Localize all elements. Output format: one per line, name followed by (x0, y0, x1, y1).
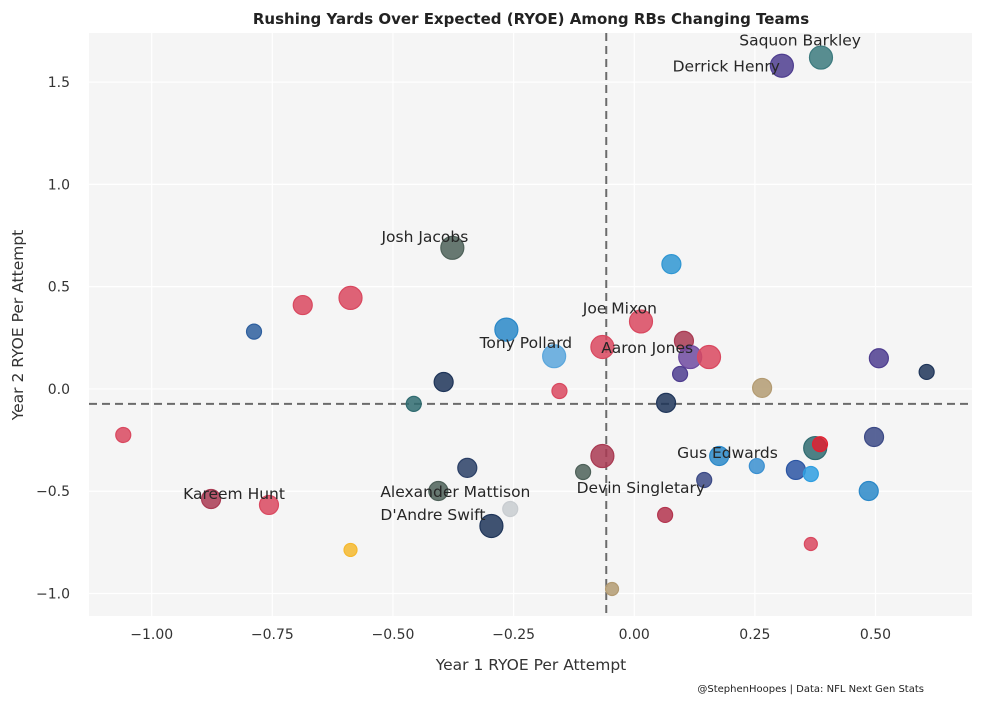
x-tick-label: −0.25 (492, 627, 535, 643)
data-point (433, 371, 454, 393)
point-label: Kareem Hunt (183, 485, 285, 503)
data-point (863, 426, 885, 448)
point-label: Derrick Henry (673, 58, 780, 76)
data-point (604, 581, 620, 597)
data-point (405, 395, 422, 412)
point-label: D'Andre Swift (380, 506, 485, 524)
data-point (457, 457, 478, 478)
data-point (440, 235, 465, 260)
point-label: Josh Jacobs (380, 228, 468, 246)
x-tick-label: 0.50 (860, 627, 891, 643)
x-tick-label: −0.50 (372, 627, 415, 643)
data-point (479, 513, 504, 539)
data-point (696, 471, 713, 489)
credit-text: @StephenHoopes | Data: NFL Next Gen Stat… (697, 684, 924, 695)
data-point (115, 426, 132, 444)
data-point (785, 459, 806, 481)
data-point (200, 488, 222, 510)
data-point (802, 465, 819, 483)
data-point (551, 382, 568, 400)
x-tick-label: 0.25 (739, 627, 770, 643)
data-point (502, 500, 519, 518)
data-point (590, 334, 615, 360)
data-point (628, 309, 654, 334)
point-label: Joe Mixon (582, 299, 657, 317)
reference-lines (89, 33, 972, 616)
data-point (918, 363, 935, 381)
data-point (769, 53, 794, 78)
data-point (292, 294, 313, 316)
point-label: Devin Singletary (577, 479, 705, 497)
x-tick-label: −0.75 (251, 627, 294, 643)
data-points (115, 45, 935, 597)
data-point (661, 254, 682, 275)
point-label: Aaron Jones (601, 339, 693, 357)
point-label: Alexander Mattison (380, 483, 530, 501)
x-tick-label: −1.00 (130, 627, 173, 643)
data-point (671, 365, 689, 383)
data-point (590, 443, 615, 469)
data-point (748, 457, 765, 475)
y-tick-labels: −1.0 −0.5 0.0 0.5 1.0 1.5 (36, 75, 70, 602)
x-axis-label: Year 1 RYOE Per Attempt (435, 656, 627, 674)
y-axis-label: Year 2 RYOE Per Attempt (9, 230, 27, 422)
plot-area (89, 33, 972, 616)
data-point (868, 348, 889, 369)
y-tick-label: 1.0 (48, 177, 70, 193)
data-point (803, 536, 818, 552)
data-point (808, 45, 834, 70)
y-tick-label: −1.0 (36, 586, 70, 602)
y-tick-label: 1.5 (48, 75, 70, 91)
data-point (858, 480, 879, 502)
data-point (574, 463, 592, 481)
data-point (338, 285, 363, 311)
data-point (245, 323, 263, 340)
point-label: Saquon Barkley (739, 32, 861, 50)
point-label: Gus Edwards (677, 444, 778, 462)
data-point (655, 392, 677, 413)
y-tick-label: −0.5 (36, 484, 70, 500)
data-point (657, 506, 674, 524)
point-label: Tony Pollard (479, 334, 573, 352)
point-labels: Saquon Barkley Derrick Henry Josh Jacobs Jo… (183, 32, 861, 524)
chart-title: Rushing Yards Over Expected (RYOE) Among… (253, 10, 809, 28)
x-tick-label: 0.00 (619, 627, 650, 643)
data-point (709, 445, 730, 467)
data-point (696, 344, 722, 370)
data-point (258, 494, 280, 516)
data-point (428, 480, 449, 502)
y-tick-label: 0.5 (48, 280, 70, 296)
x-tick-labels: −1.00 −0.75 −0.50 −0.25 0.00 0.25 0.50 (130, 627, 891, 643)
data-point (752, 377, 773, 399)
y-tick-label: 0.0 (48, 382, 70, 398)
data-point (542, 344, 567, 369)
data-point (811, 436, 829, 453)
data-point (343, 542, 358, 558)
data-point (494, 317, 519, 342)
